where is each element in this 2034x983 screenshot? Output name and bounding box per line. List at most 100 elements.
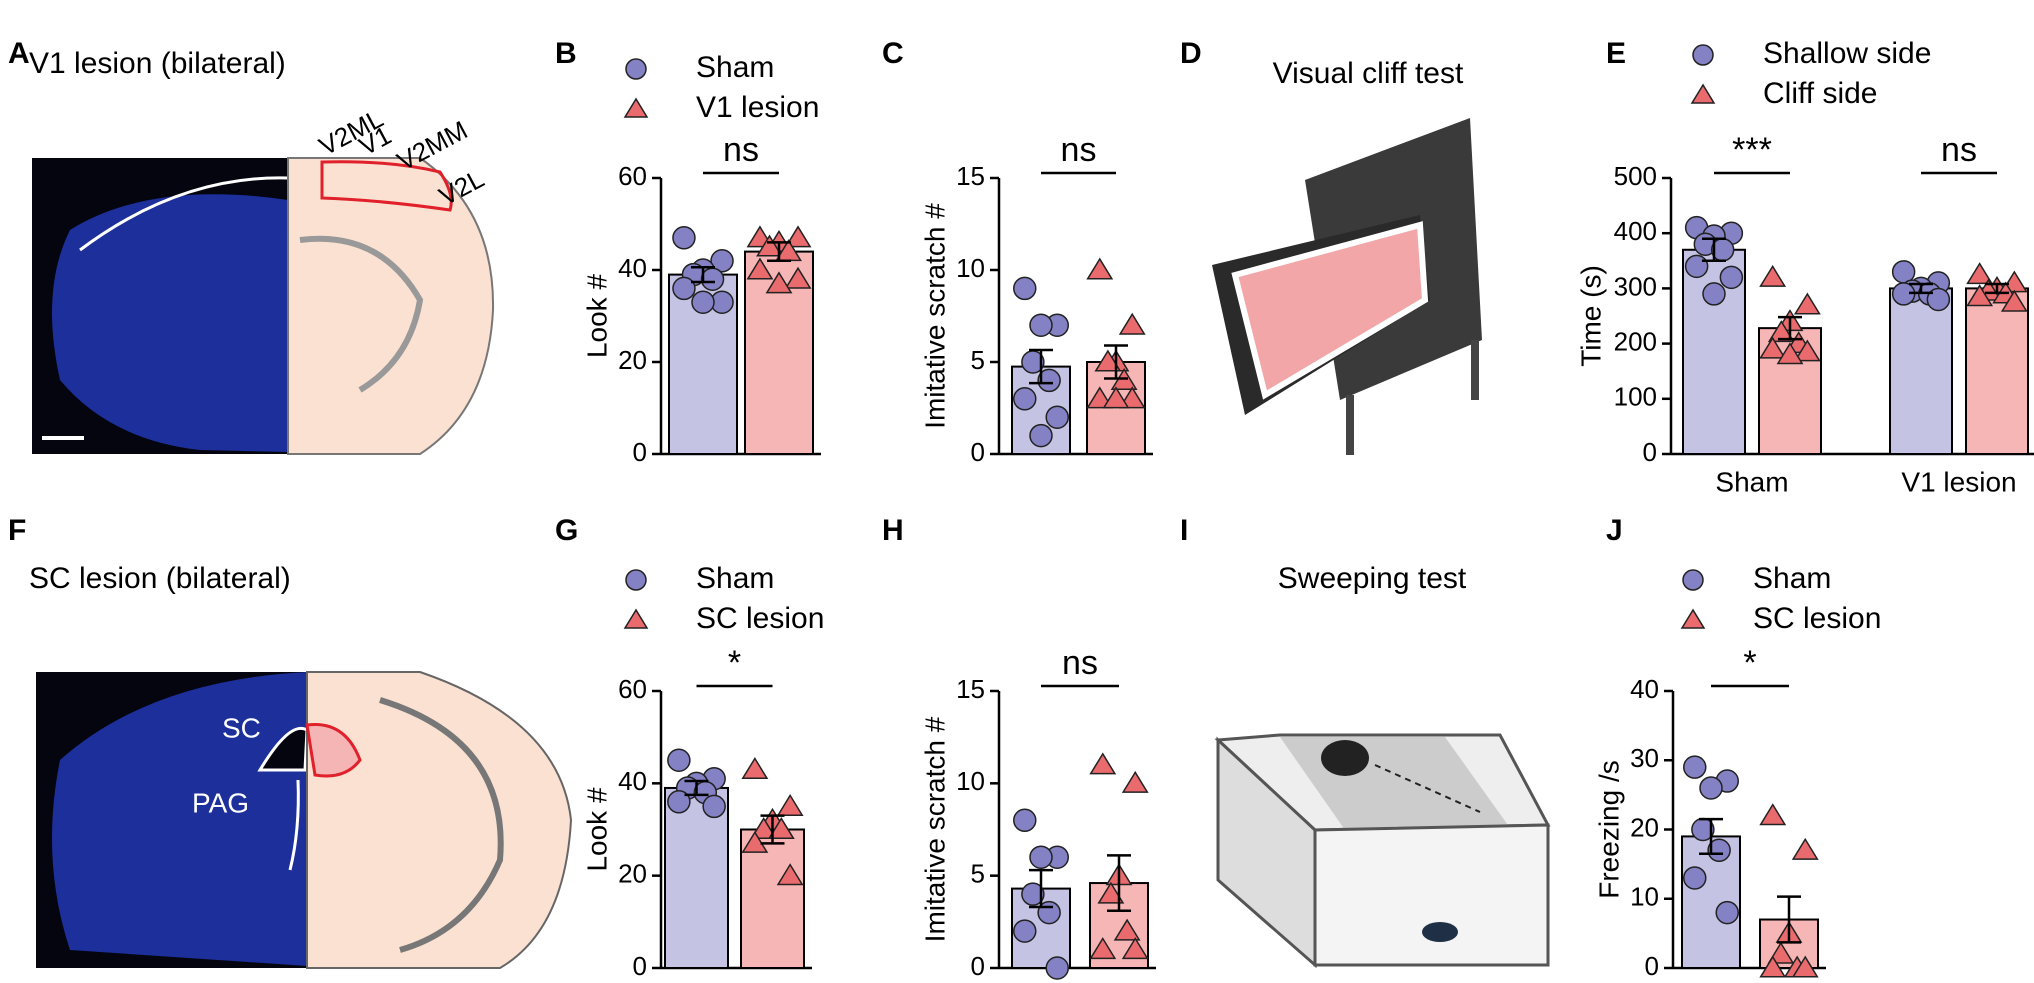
significance-label: ns [1062,644,1098,682]
data-point [1759,264,1787,287]
panel-label: E [1606,37,1626,70]
hippocampus [379,697,504,953]
y-tick-label: 400 [1614,216,1657,246]
y-tick-label: 200 [1614,326,1657,356]
panel-label: G [555,514,578,547]
data-point [1759,955,1787,978]
significance-label: * [728,644,741,682]
legend-label: Sham [696,562,774,595]
panel-title: Visual cliff test [1273,57,1464,90]
data-point [1702,282,1726,306]
legend-label: V1 lesion [696,91,819,124]
legend-label: SC lesion [1753,602,1881,635]
legend-marker [623,608,649,629]
data-point [1118,312,1146,335]
brain-section [52,194,288,453]
y-tick-label: 40 [618,766,647,796]
data-point [1013,808,1037,833]
y-tick-label: 20 [618,859,647,889]
data-point [672,226,696,250]
sweep-arrow [1374,764,1481,813]
data-point [672,276,696,301]
data-point [1684,254,1709,279]
sweeping-disc [1321,740,1369,776]
data-point [765,271,793,294]
legend-label: Sham [696,51,774,84]
data-point [1121,770,1149,793]
y-tick-label: 100 [1614,382,1657,412]
panel-title: SC lesion (bilateral) [29,562,291,595]
y-tick-label: 15 [956,674,985,704]
y-tick-label: 20 [1630,812,1659,842]
panel-label: B [555,37,577,70]
data-point [1966,284,1994,307]
legend-marker [1692,44,1714,66]
panel-title: V1 lesion (bilateral) [29,47,286,80]
data-point [756,234,783,257]
data-point [1793,292,1821,315]
significance-label: * [1743,644,1756,682]
y-tick-label: 60 [618,161,647,191]
y-tick-label: 20 [618,345,647,375]
data-point [667,790,691,814]
y-axis-label: Imitative scratch # [919,203,950,429]
panel-title: Sweeping test [1278,562,1467,595]
data-point [1086,257,1114,280]
bar [664,786,729,970]
data-point [702,794,726,819]
y-tick-label: 5 [971,345,985,375]
bar [1965,287,2029,455]
y-axis-label: Freezing /s [1593,760,1624,899]
data-point [1759,803,1787,826]
bar [1889,287,1953,455]
data-point [750,817,778,840]
data-point [1121,937,1149,960]
data-point [1699,776,1723,800]
v1-region [320,160,453,212]
data-point [1021,882,1045,906]
panel-label: D [1180,37,1202,70]
data-point [1791,837,1819,860]
data-point [710,249,734,273]
data-point [1094,349,1122,372]
data-point [1776,342,1804,365]
y-tick-label: 5 [971,859,985,889]
data-point [691,290,715,314]
y-tick-label: 15 [956,161,985,191]
legend-marker [1690,83,1716,104]
legend-label: Cliff side [1763,77,1878,110]
region-label: SC [222,712,261,743]
cliff-floor [1231,221,1429,400]
y-tick-label: 0 [1643,437,1657,467]
data-point [1013,387,1037,411]
legend-marker [1682,569,1704,591]
y-tick-label: 0 [633,437,647,467]
panel-label: F [8,514,26,547]
lesion-outline [79,176,289,252]
y-tick-label: 30 [1630,743,1659,773]
x-tick-label: V1 lesion [1901,466,2016,497]
data-point [1715,900,1739,925]
y-tick-label: 10 [956,766,985,796]
data-point [1045,956,1069,980]
data-point [700,267,725,291]
y-tick-label: 10 [1630,882,1659,912]
data-point [1767,320,1795,343]
brain-atlas [306,671,573,969]
significance-label: ns [1941,131,1977,169]
y-axis-label: Look # [581,274,612,358]
data-point [1029,845,1053,869]
significance-label: ns [723,131,759,169]
data-point [1966,262,1994,285]
data-point [1113,918,1141,941]
legend-marker [1680,608,1706,629]
panel-label: C [882,37,904,70]
data-point [2000,289,2028,312]
data-point [741,757,769,780]
panel-label: H [882,514,904,547]
x-tick-label: Sham [1715,466,1788,497]
y-axis-label: Time (s) [1575,265,1606,367]
data-point [1683,866,1707,890]
